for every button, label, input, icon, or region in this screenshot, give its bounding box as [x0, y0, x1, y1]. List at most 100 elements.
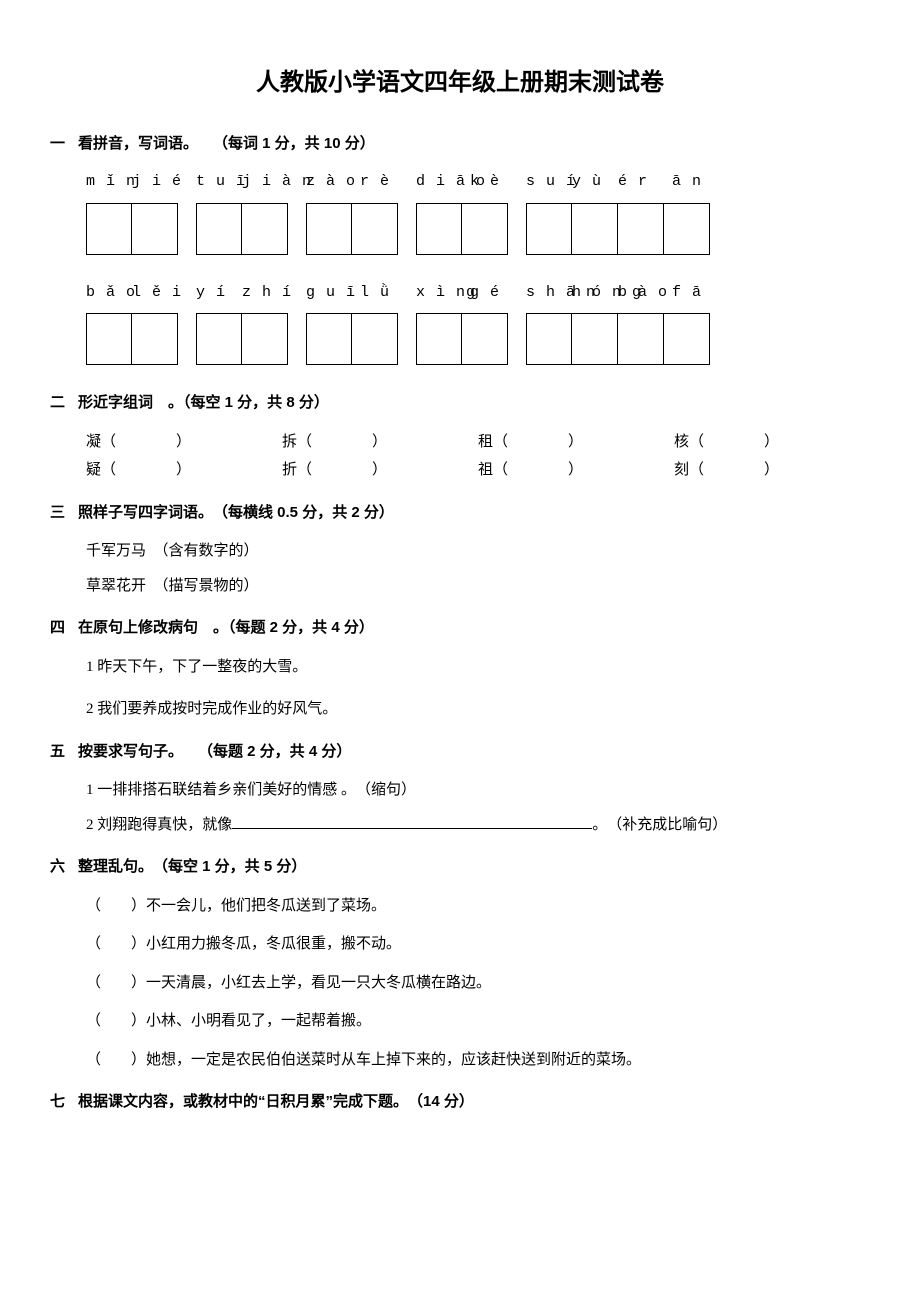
- section-6-title: 整理乱句。 （每空 1 分，共 5 分）: [78, 858, 306, 875]
- char-box[interactable]: [462, 203, 508, 255]
- char-box[interactable]: [462, 313, 508, 365]
- section-4-num: 四: [50, 614, 78, 643]
- section-2-num: 二: [50, 389, 78, 418]
- section-5-title: 按要求写句子。 （每题 2 分，共 4 分）: [78, 743, 351, 760]
- pinyin-syllable: é r: [618, 168, 664, 197]
- pinyin-syllable: ā n: [664, 168, 710, 197]
- char-box[interactable]: [572, 313, 618, 365]
- char-box[interactable]: [618, 313, 664, 365]
- char-box[interactable]: [132, 313, 178, 365]
- pinyin-syllable: y ù: [572, 168, 618, 197]
- section-5-line-2-prefix: 2 刘翔跑得真快，就像: [86, 817, 232, 833]
- pinyin-group: z à o r è: [306, 168, 398, 197]
- char-box[interactable]: [306, 203, 352, 255]
- table-cell: 折（ ）: [282, 456, 478, 485]
- char-box[interactable]: [664, 203, 710, 255]
- char-box[interactable]: [664, 313, 710, 365]
- pinyin-syllable: g é: [462, 279, 508, 308]
- pinyin-syllable: l ǜ: [352, 279, 398, 308]
- char-box[interactable]: [86, 203, 132, 255]
- box-group: [526, 313, 710, 365]
- table-cell: 凝（ ）: [86, 428, 282, 457]
- char-box[interactable]: [416, 313, 462, 365]
- pinyin-syllable: t u ī: [196, 168, 242, 197]
- exam-title: 人教版小学语文四年级上册期末测试卷: [50, 60, 870, 106]
- section-1-head: 一看拼音，写词语。 （每词 1 分，共 10 分）: [50, 130, 870, 159]
- section-3-title: 照样子写四字词语。 （每横线 0.5 分，共 2 分）: [78, 504, 394, 521]
- section-3-head: 三照样子写四字词语。 （每横线 0.5 分，共 2 分）: [50, 499, 870, 528]
- box-group: [196, 203, 288, 255]
- section-3-line-2: 草翠花开 （描写景物的）: [86, 572, 870, 601]
- pinyin-syllable: z h í: [242, 279, 288, 308]
- section-3-line-1: 千军万马 （含有数字的）: [86, 537, 870, 566]
- section-2: 二形近字组词 。（每空 1 分，共 8 分） 凝（ ）拆（ ）租（ ）核（ ）疑…: [50, 389, 870, 485]
- box-group: [196, 313, 288, 365]
- section-6-line-3: （ ）一天清晨，小红去上学，看见一只大冬瓜横在路边。: [86, 969, 870, 998]
- section-1: 一看拼音，写词语。 （每词 1 分，共 10 分） m ǐ n j i ét u…: [50, 130, 870, 366]
- section-6-num: 六: [50, 853, 78, 882]
- box-group: [306, 203, 398, 255]
- box-group: [306, 313, 398, 365]
- pinyin-syllable: j i à n: [242, 168, 288, 197]
- section-4-head: 四在原句上修改病句 。（每题 2 分，共 4 分）: [50, 614, 870, 643]
- char-box[interactable]: [618, 203, 664, 255]
- table-cell: 疑（ ）: [86, 456, 282, 485]
- char-box[interactable]: [526, 313, 572, 365]
- section-3-num: 三: [50, 499, 78, 528]
- pinyin-group: g u ī l ǜ: [306, 279, 398, 308]
- section-7-head: 七根据课文内容，或教材中的“日积月累”完成下题。 （14 分）: [50, 1088, 870, 1117]
- table-cell: 刻（ ）: [674, 456, 870, 485]
- char-box[interactable]: [242, 313, 288, 365]
- section-4-line-2: 2 我们要养成按时完成作业的好风气。: [86, 695, 870, 724]
- section-4-line-1: 1 昨天下午，下了一整夜的大雪。: [86, 653, 870, 682]
- pinyin-syllable: b ǎ o: [86, 279, 132, 308]
- char-box[interactable]: [196, 203, 242, 255]
- char-box[interactable]: [196, 313, 242, 365]
- pinyin-syllable: d i ā o: [416, 168, 462, 197]
- char-box[interactable]: [572, 203, 618, 255]
- section-4-title: 在原句上修改病句 。（每题 2 分，共 4 分）: [78, 619, 374, 636]
- pinyin-syllable: h ó n g: [572, 279, 618, 308]
- char-box[interactable]: [352, 313, 398, 365]
- section-4: 四在原句上修改病句 。（每题 2 分，共 4 分） 1 昨天下午，下了一整夜的大…: [50, 614, 870, 724]
- char-box[interactable]: [526, 203, 572, 255]
- pinyin-group: x ì ng g é: [416, 279, 508, 308]
- pinyin-group: s h ā n h ó n g b à o f ā: [526, 279, 710, 308]
- char-box[interactable]: [306, 313, 352, 365]
- section-7-num: 七: [50, 1088, 78, 1117]
- section-3: 三照样子写四字词语。 （每横线 0.5 分，共 2 分） 千军万马 （含有数字的…: [50, 499, 870, 601]
- pinyin-syllable: b à o: [618, 279, 664, 308]
- pinyin-group: s u í y ù é r ā n: [526, 168, 710, 197]
- pinyin-syllable: s h ā n: [526, 279, 572, 308]
- pinyin-syllable: j i é: [132, 168, 178, 197]
- char-box[interactable]: [352, 203, 398, 255]
- section-2-head: 二形近字组词 。（每空 1 分，共 8 分）: [50, 389, 870, 418]
- section-5-line-2-suffix: 。 （补充成比喻句）: [592, 817, 727, 833]
- section-1-num: 一: [50, 130, 78, 159]
- box-group: [526, 203, 710, 255]
- table-cell: 拆（ ）: [282, 428, 478, 457]
- pinyin-syllable: k è: [462, 168, 508, 197]
- char-box[interactable]: [416, 203, 462, 255]
- section-5-line-1: 1 一排排搭石联结着乡亲们美好的情感 。 （缩句）: [86, 776, 870, 805]
- pinyin-syllable: x ì ng: [416, 279, 462, 308]
- fill-blank[interactable]: [232, 812, 592, 829]
- box-row-1: [86, 203, 870, 255]
- section-1-title: 看拼音，写词语。 （每词 1 分，共 10 分）: [78, 135, 375, 152]
- table-row: 疑（ ）折（ ）祖（ ）刻（ ）: [86, 456, 870, 485]
- section-7-title: 根据课文内容，或教材中的“日积月累”完成下题。 （14 分）: [78, 1093, 474, 1110]
- pinyin-group: b ǎ o l ě i: [86, 279, 178, 308]
- section-6-line-1: （ ）不一会儿，他们把冬瓜送到了菜场。: [86, 892, 870, 921]
- char-box[interactable]: [132, 203, 178, 255]
- char-box[interactable]: [86, 313, 132, 365]
- pinyin-group: y í z h í: [196, 279, 288, 308]
- box-group: [86, 313, 178, 365]
- pinyin-group: t u ī j i à n: [196, 168, 288, 197]
- section-5: 五按要求写句子。 （每题 2 分，共 4 分） 1 一排排搭石联结着乡亲们美好的…: [50, 738, 870, 840]
- table-row: 凝（ ）拆（ ）租（ ）核（ ）: [86, 428, 870, 457]
- table-cell: 祖（ ）: [478, 456, 674, 485]
- char-box[interactable]: [242, 203, 288, 255]
- section-5-head: 五按要求写句子。 （每题 2 分，共 4 分）: [50, 738, 870, 767]
- table-cell: 租（ ）: [478, 428, 674, 457]
- section-2-title: 形近字组词 。（每空 1 分，共 8 分）: [78, 394, 329, 411]
